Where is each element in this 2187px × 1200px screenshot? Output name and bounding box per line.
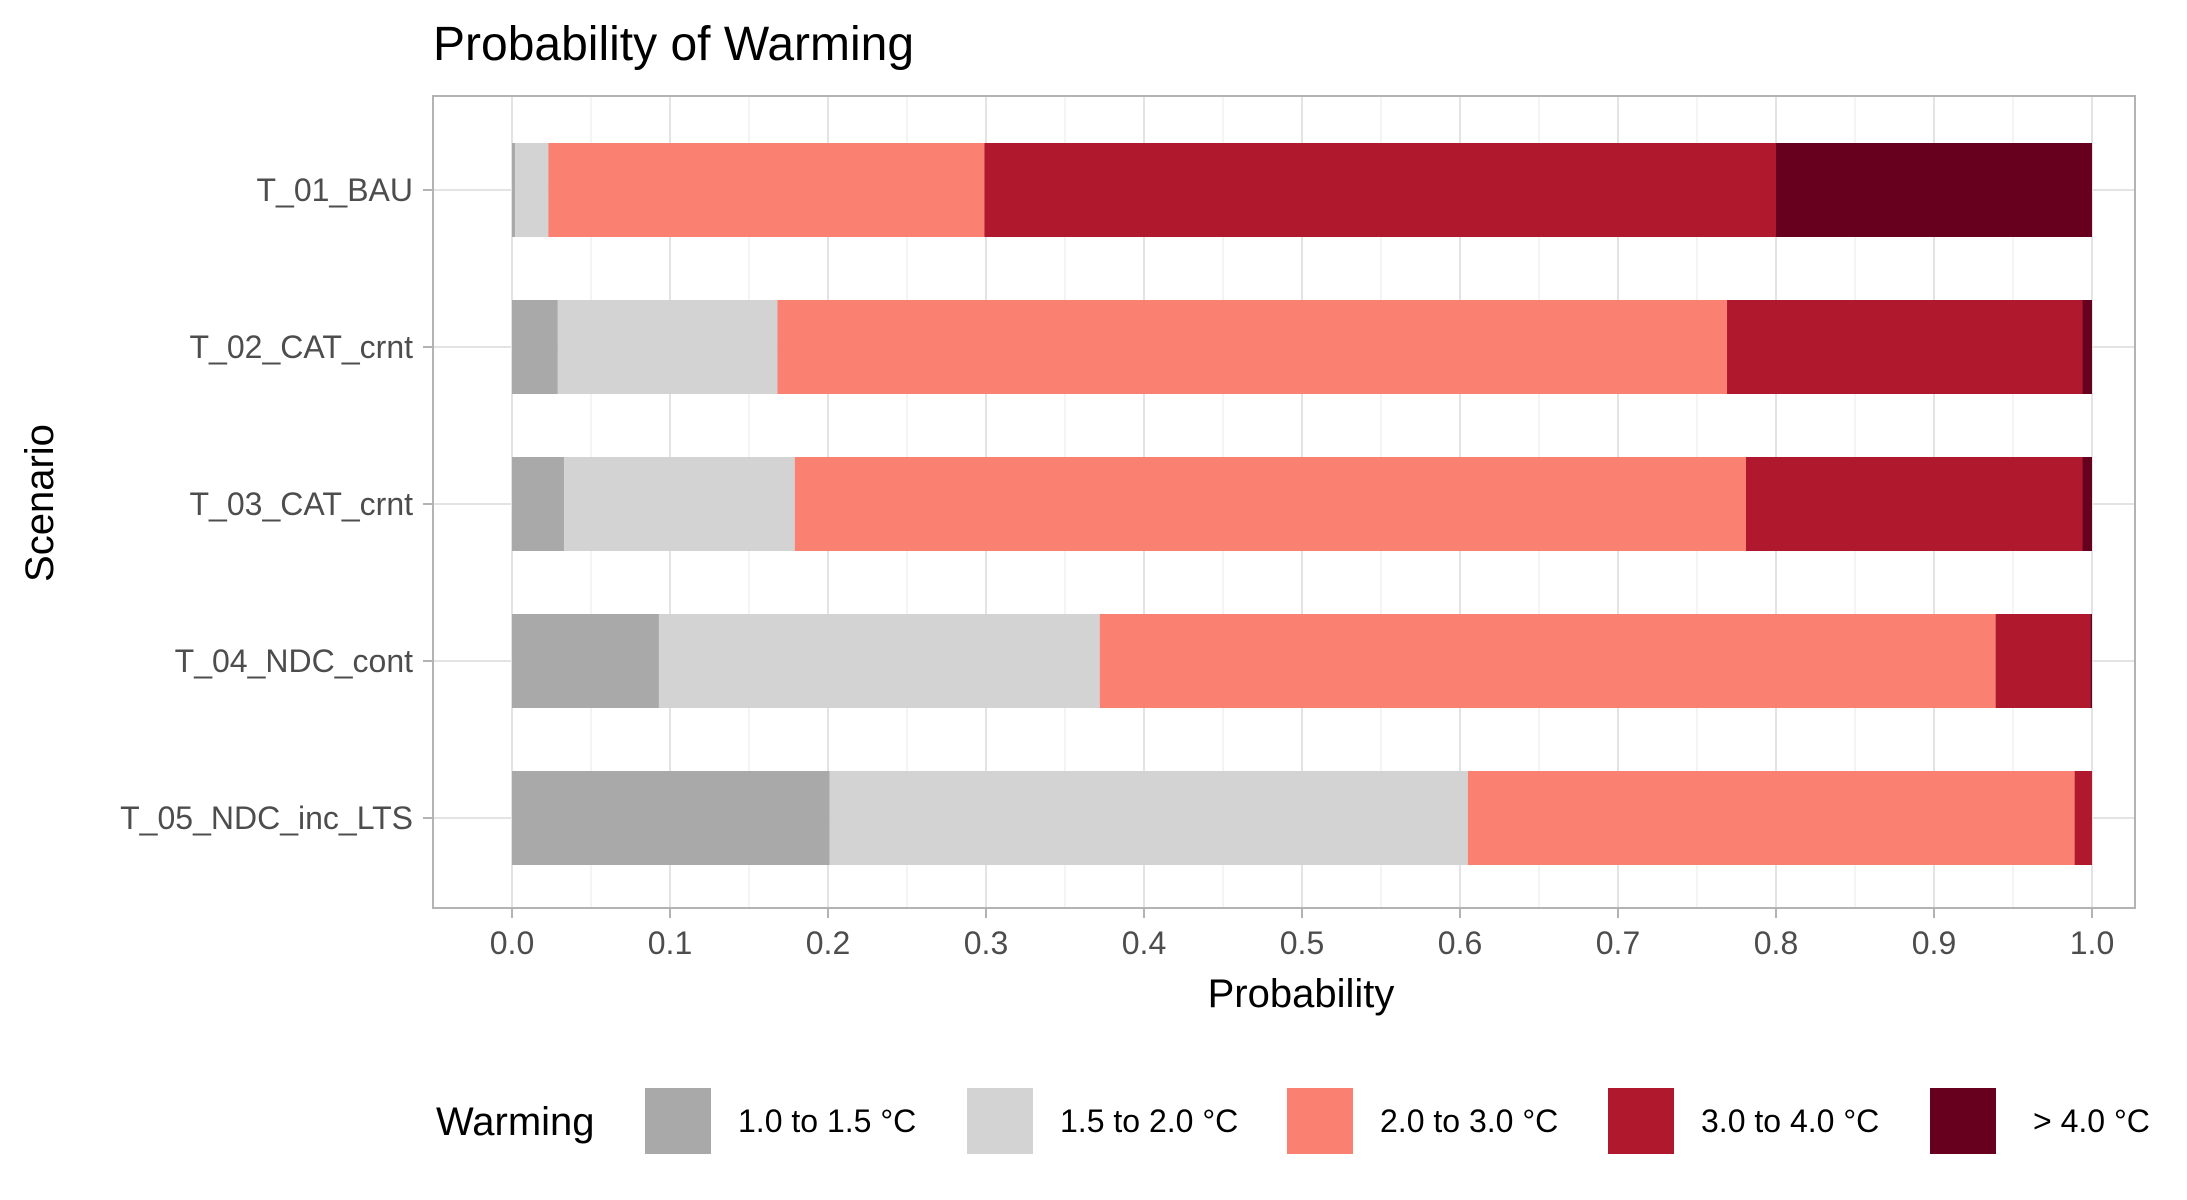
bar-segment [548, 143, 985, 237]
axis-ticks: 0.0 0.1 0.2 0.3 0.4 0.5 0.6 0.7 0.8 0.9 1.0 T_01_BA… [120, 172, 2114, 961]
bar-segment [1745, 457, 2083, 551]
x-axis-title: Probability [1208, 972, 1395, 1016]
bar-segment [557, 300, 778, 394]
y-tick-label: T_02_CAT_crnt [190, 329, 414, 365]
legend-key [1287, 1088, 1353, 1154]
bar-segment [2090, 614, 2092, 708]
x-tick-label: 0.3 [964, 925, 1008, 961]
bar-segment [564, 457, 795, 551]
bar-segment [2082, 457, 2092, 551]
bar-segment [1995, 614, 2091, 708]
x-tick-label: 0.6 [1438, 925, 1482, 961]
x-tick-label: 0.2 [806, 925, 850, 961]
bar-segment [512, 614, 659, 708]
legend-key [1930, 1088, 1996, 1154]
legend-label: > 4.0 °C [2033, 1103, 2150, 1139]
x-tick-label: 0.9 [1912, 925, 1956, 961]
legend-key [967, 1088, 1033, 1154]
y-tick-label: T_03_CAT_crnt [190, 486, 414, 522]
y-tick-label: T_01_BAU [256, 172, 413, 208]
y-tick-label: T_05_NDC_inc_LTS [120, 800, 413, 836]
x-tick-label: 0.5 [1280, 925, 1324, 961]
bar-segment [829, 771, 1468, 865]
legend-label: 3.0 to 4.0 °C [1701, 1103, 1879, 1139]
bar-segment [794, 457, 1746, 551]
bar-segment [512, 457, 565, 551]
x-tick-label: 1.0 [2070, 925, 2114, 961]
y-tick-label: T_04_NDC_cont [175, 643, 413, 679]
legend-label: 2.0 to 3.0 °C [1380, 1103, 1558, 1139]
x-tick-label: 0.1 [648, 925, 692, 961]
bar-segment [1727, 300, 2083, 394]
x-tick-label: 0.7 [1596, 925, 1640, 961]
legend-label: 1.5 to 2.0 °C [1060, 1103, 1238, 1139]
bar-segment [512, 300, 558, 394]
bar-segment [515, 143, 549, 237]
bar-segment [2082, 300, 2092, 394]
y-axis-title: Scenario [18, 424, 62, 582]
x-tick-label: 0.8 [1754, 925, 1798, 961]
bar-segment [512, 771, 830, 865]
legend-key [645, 1088, 711, 1154]
x-tick-label: 0.4 [1122, 925, 1166, 961]
bar-segment [1099, 614, 1996, 708]
chart-title: Probability of Warming [433, 18, 914, 71]
legend-key [1608, 1088, 1674, 1154]
bar-segment [1467, 771, 2075, 865]
bar-segment [2074, 771, 2092, 865]
bar-segment [984, 143, 1776, 237]
legend-title: Warming [436, 1100, 595, 1144]
bars [512, 143, 2092, 865]
bar-segment [512, 143, 516, 237]
bar-segment [1776, 143, 2092, 237]
x-tick-label: 0.0 [490, 925, 534, 961]
bar-segment [658, 614, 1100, 708]
legend: 1.0 to 1.5 °C 1.5 to 2.0 °C 2.0 to 3.0 °C 3… [645, 1088, 2150, 1154]
legend-label: 1.0 to 1.5 °C [738, 1103, 916, 1139]
bar-segment [777, 300, 1728, 394]
plot-panel-border [432, 95, 2136, 909]
